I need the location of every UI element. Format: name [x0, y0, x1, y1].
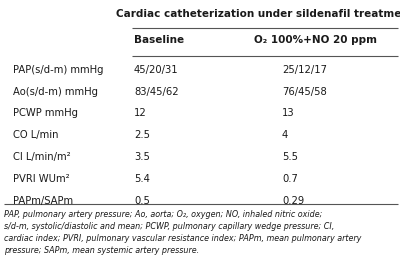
Text: 76/45/58: 76/45/58 — [282, 87, 327, 96]
Text: 83/45/62: 83/45/62 — [134, 87, 179, 96]
Text: CO L/min: CO L/min — [13, 130, 58, 140]
Text: 4: 4 — [282, 130, 288, 140]
Text: 45/20/31: 45/20/31 — [134, 65, 179, 74]
Text: PAP(s/d-m) mmHg: PAP(s/d-m) mmHg — [13, 65, 103, 74]
Text: Cardiac catheterization under sildenafil treatment: Cardiac catheterization under sildenafil… — [116, 9, 400, 19]
Text: O₂ 100%+NO 20 ppm: O₂ 100%+NO 20 ppm — [254, 35, 377, 45]
Text: PAPm/SAPm: PAPm/SAPm — [13, 196, 73, 206]
Text: PAP, pulmonary artery pressure; Ao, aorta; O₂, oxygen; NO, inhaled nitric oxide;: PAP, pulmonary artery pressure; Ao, aort… — [4, 210, 361, 255]
Text: 5.4: 5.4 — [134, 174, 150, 184]
Text: 25/12/17: 25/12/17 — [282, 65, 327, 74]
Text: PVRI WUm²: PVRI WUm² — [13, 174, 70, 184]
Text: 5.5: 5.5 — [282, 152, 298, 162]
Text: 13: 13 — [282, 108, 295, 118]
Text: Baseline: Baseline — [134, 35, 184, 45]
Text: 0.7: 0.7 — [282, 174, 298, 184]
Text: 2.5: 2.5 — [134, 130, 150, 140]
Text: 0.5: 0.5 — [134, 196, 150, 206]
Text: 12: 12 — [134, 108, 147, 118]
Text: Ao(s/d-m) mmHg: Ao(s/d-m) mmHg — [13, 87, 98, 96]
Text: 3.5: 3.5 — [134, 152, 150, 162]
Text: 0.29: 0.29 — [282, 196, 304, 206]
Text: PCWP mmHg: PCWP mmHg — [13, 108, 78, 118]
Text: CI L/min/m²: CI L/min/m² — [13, 152, 70, 162]
